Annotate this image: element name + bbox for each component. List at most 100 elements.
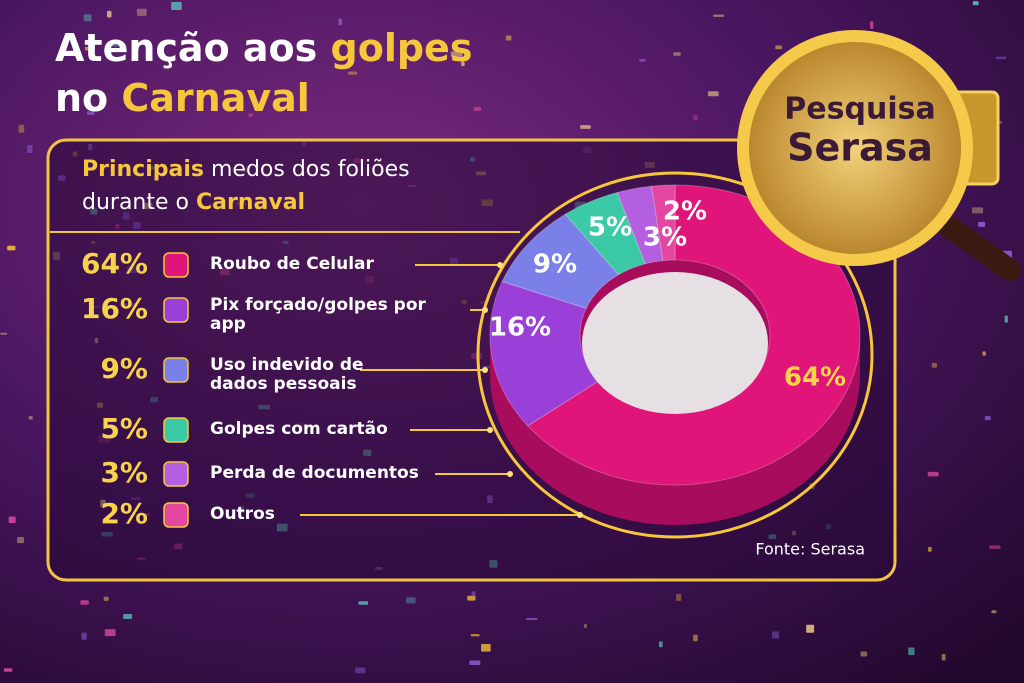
confetti-piece xyxy=(104,629,116,637)
value-label: 5% xyxy=(588,213,632,243)
legend-label: Outros xyxy=(210,504,275,524)
value-label: 9% xyxy=(533,250,577,280)
title-part: golpes xyxy=(331,26,473,70)
confetti-piece xyxy=(870,21,874,29)
chart-title: Atenção aos golpes xyxy=(55,26,472,70)
confetti-piece xyxy=(171,2,182,10)
confetti-piece xyxy=(713,14,725,17)
confetti-piece xyxy=(982,351,986,356)
confetti-piece xyxy=(248,113,253,117)
legend-label: Roubo de Celular xyxy=(210,254,374,274)
legend-icon xyxy=(163,252,189,278)
confetti-piece xyxy=(106,10,112,18)
confetti-piece xyxy=(995,56,1007,60)
confetti-piece xyxy=(908,647,915,656)
confetti-piece xyxy=(108,43,119,47)
confetti-piece xyxy=(27,145,33,153)
confetti-piece xyxy=(123,614,133,619)
confetti-piece xyxy=(471,591,476,597)
subtitle-part: durante o xyxy=(82,190,189,215)
legend-label: Golpes com cartão xyxy=(210,419,388,439)
confetti-piece xyxy=(978,221,986,227)
badge-text: Serasa xyxy=(787,126,933,170)
confetti-piece xyxy=(707,91,719,97)
donut-slice xyxy=(651,184,676,262)
value-label: 3% xyxy=(643,223,687,253)
badge-text: Pesquisa xyxy=(784,92,935,127)
leader-dot xyxy=(482,307,488,313)
confetti-piece xyxy=(3,668,13,672)
confetti-piece xyxy=(1004,315,1008,323)
confetti-piece xyxy=(693,115,698,121)
donut-slice xyxy=(501,213,620,309)
legend-value: 5% xyxy=(100,412,148,445)
donut-glow xyxy=(476,171,874,539)
confetti-piece xyxy=(338,18,343,26)
confetti-piece xyxy=(103,596,109,601)
confetti-piece xyxy=(972,207,983,214)
legend-value: 2% xyxy=(100,497,148,530)
confetti-piece xyxy=(7,245,16,251)
lens xyxy=(737,30,973,266)
leader-dot xyxy=(497,262,503,268)
legend-icon xyxy=(163,297,189,323)
confetti-piece xyxy=(136,8,147,16)
confetti-piece xyxy=(989,545,1001,549)
legend-value: 3% xyxy=(100,456,148,489)
confetti-piece xyxy=(638,58,646,62)
confetti-piece xyxy=(481,644,491,652)
confetti-piece xyxy=(28,415,33,420)
value-label: 2% xyxy=(663,197,707,227)
confetti-piece xyxy=(928,546,932,552)
donut-hole xyxy=(582,272,768,414)
title-part: Carnaval xyxy=(121,76,309,120)
confetti-piece xyxy=(348,71,358,75)
confetti-piece xyxy=(81,632,87,640)
legend-value: 16% xyxy=(81,292,148,325)
legend-icon xyxy=(163,417,189,443)
title-part: Atenção aos xyxy=(55,26,317,70)
confetti-piece xyxy=(775,45,782,50)
confetti-piece xyxy=(580,125,591,129)
legend-value: 9% xyxy=(100,352,148,385)
confetti-piece xyxy=(80,600,89,605)
confetti-piece xyxy=(972,1,979,6)
confetti-piece xyxy=(991,610,997,614)
confetti-piece xyxy=(676,593,682,601)
legend-label: Pix forçado/golpes por app xyxy=(210,295,426,334)
legend: 64% 16% 9% 5% 3% 2% xyxy=(81,247,583,530)
confetti-piece xyxy=(18,124,25,133)
legend-icon xyxy=(163,502,189,528)
confetti-piece xyxy=(255,101,264,108)
magnifier: Pesquisa Serasa xyxy=(737,30,1021,281)
leader-dot xyxy=(487,427,493,433)
legend-label: Uso indevido de dados pessoais xyxy=(210,355,364,394)
subtitle: Principais medos dos foliões xyxy=(82,157,410,182)
confetti-piece xyxy=(461,61,465,67)
donut-slice xyxy=(564,191,647,276)
subtitle-part: medos dos foliões xyxy=(211,157,410,182)
confetti-piece xyxy=(450,51,463,57)
confetti-piece xyxy=(931,362,938,368)
legend-label: Perda de documentos xyxy=(210,463,419,483)
confetti-piece xyxy=(83,14,92,22)
legend-icon xyxy=(163,461,189,487)
subtitle-part: Principais xyxy=(82,157,204,182)
confetti-piece xyxy=(473,106,482,111)
confetti-piece xyxy=(469,660,481,665)
confetti-piece xyxy=(806,624,815,633)
confetti-piece xyxy=(860,651,868,657)
confetti-piece xyxy=(984,416,991,421)
confetti-piece xyxy=(8,516,16,523)
legend-value: 64% xyxy=(81,247,148,280)
value-label: 64% xyxy=(784,363,846,393)
confetti-piece xyxy=(373,57,380,60)
handle xyxy=(929,209,1021,281)
confetti-piece xyxy=(0,332,8,335)
confetti-piece xyxy=(771,631,780,639)
confetti-piece xyxy=(927,471,939,477)
confetti-piece xyxy=(693,634,698,642)
confetti-piece xyxy=(467,595,476,601)
